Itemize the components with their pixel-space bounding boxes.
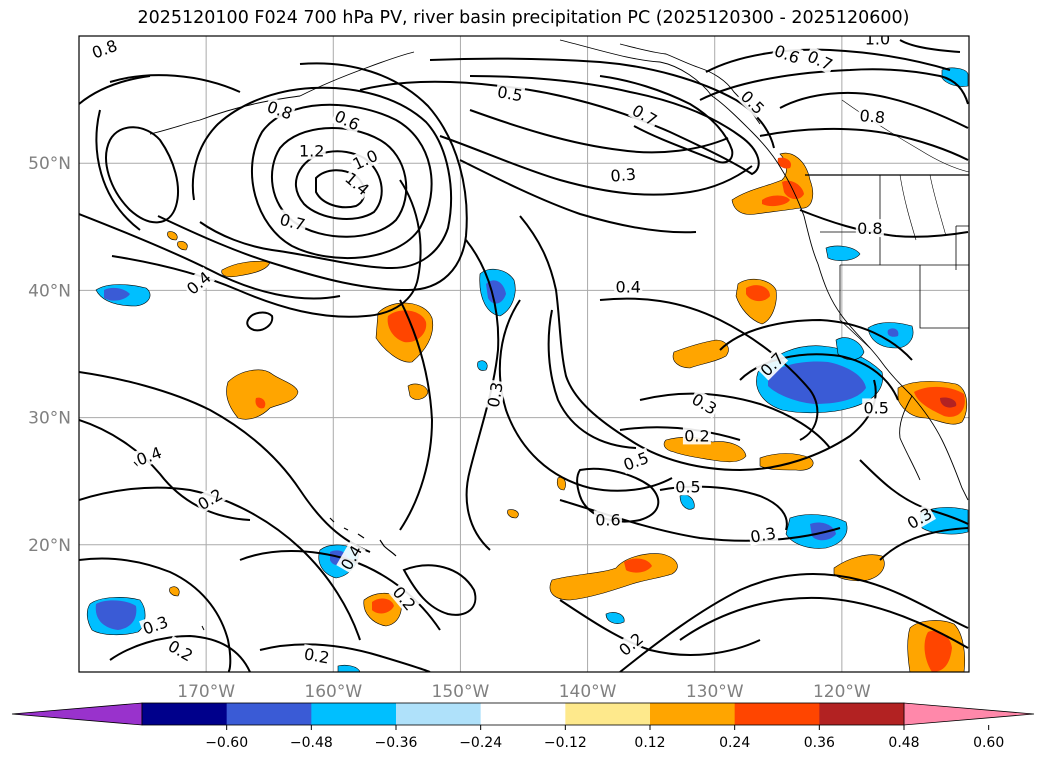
precip-area <box>825 245 861 261</box>
precip-area <box>387 310 427 343</box>
contour-label: 0.2 <box>301 644 333 668</box>
colorbar-tick-label: 0.60 <box>973 735 1004 751</box>
lon-tick-label: 130°W <box>686 682 744 702</box>
precip-shading <box>86 67 969 672</box>
contour-label: 0.5 <box>494 81 526 105</box>
precip-area <box>940 397 957 408</box>
colorbar-tick-label: −0.48 <box>290 735 333 751</box>
contour-label: 0.3 <box>608 164 638 186</box>
precip-area <box>167 231 178 241</box>
svg-text:1.0: 1.0 <box>865 30 890 49</box>
precip-area <box>104 287 130 301</box>
precip-area <box>169 586 180 597</box>
precip-area <box>605 612 625 624</box>
precip-area <box>887 328 899 337</box>
precip-area <box>624 558 652 573</box>
colorbar-swatch <box>311 703 397 725</box>
precip-area <box>833 554 885 582</box>
colorbar-swatch <box>142 703 228 725</box>
lon-tick-label: 120°W <box>813 682 871 702</box>
colorbar-tick-label: 0.48 <box>888 735 919 751</box>
colorbar-tick-label: −0.36 <box>375 735 418 751</box>
contour-label: 0.8 <box>857 105 888 127</box>
colorbar-tick-label: 0.24 <box>719 735 750 751</box>
colorbar-tick-label: −0.24 <box>459 735 502 751</box>
colorbar-tick-label: −0.12 <box>544 735 587 751</box>
contour-label: 0.5 <box>862 398 891 417</box>
lon-tick-label: 150°W <box>432 682 490 702</box>
svg-text:0.8: 0.8 <box>857 219 882 238</box>
contour-label: 0.5 <box>674 477 703 496</box>
colorbar-tick-label: −0.60 <box>205 735 248 751</box>
svg-text:0.3: 0.3 <box>610 165 637 186</box>
svg-text:0.8: 0.8 <box>859 106 886 127</box>
precip-area <box>746 285 770 302</box>
svg-text:1.2: 1.2 <box>299 141 324 160</box>
lat-tick-label: 20°N <box>28 536 71 556</box>
precip-area <box>924 630 952 672</box>
colorbar-swatch <box>819 703 905 725</box>
lat-tick-label: 50°N <box>28 154 71 174</box>
precip-area <box>914 386 965 417</box>
colorbar-swatch <box>650 703 736 725</box>
contour-label: 1.2 <box>297 141 326 160</box>
contour-label: 0.8 <box>855 219 884 238</box>
precip-area <box>337 664 361 672</box>
precip-area <box>221 260 271 278</box>
lon-tick-label: 160°W <box>304 682 362 702</box>
svg-text:0.4: 0.4 <box>616 278 641 297</box>
precip-area <box>777 157 792 169</box>
colorbar-swatch <box>734 703 820 725</box>
svg-text:0.2: 0.2 <box>302 644 330 667</box>
precip-area <box>762 195 790 207</box>
svg-text:0.5: 0.5 <box>496 82 524 105</box>
colorbar-extend-high <box>903 702 1035 726</box>
precip-area <box>731 152 813 215</box>
precip-area <box>372 598 394 614</box>
colorbar-extend-low <box>11 702 143 726</box>
precip-area <box>941 67 969 87</box>
precip-area <box>226 369 299 420</box>
contour-label: 0.2 <box>682 426 711 445</box>
precip-area <box>177 241 188 251</box>
svg-text:0.6: 0.6 <box>595 510 620 529</box>
contour-label: 0.3 <box>747 523 779 547</box>
map-frame <box>78 35 970 673</box>
precip-area <box>679 494 695 510</box>
precip-area <box>672 339 729 369</box>
svg-text:0.2: 0.2 <box>684 426 709 445</box>
colorbar: −0.60 −0.48 −0.36 −0.24 −0.12 0.12 0.24 0.36 0.4… <box>11 702 1035 751</box>
precip-area <box>95 600 137 630</box>
colorbar-tick-label: 0.12 <box>634 735 665 751</box>
contour-label: 0.3 <box>483 379 507 411</box>
precip-area <box>810 522 836 541</box>
precip-area <box>477 360 488 371</box>
colorbar-swatch <box>480 703 566 725</box>
latitude-labels: 50°N 40°N 30°N 20°N <box>28 154 71 556</box>
lat-tick-label: 40°N <box>28 281 71 301</box>
lon-tick-label: 140°W <box>559 682 617 702</box>
colorbar-swatch <box>565 703 651 725</box>
lat-tick-label: 30°N <box>28 409 71 429</box>
svg-text:0.3: 0.3 <box>484 381 507 409</box>
precip-area <box>407 383 429 400</box>
svg-text:0.3: 0.3 <box>749 524 777 547</box>
colorbar-swatch <box>396 703 482 725</box>
colorbar-swatch <box>226 703 312 725</box>
precip-area <box>507 509 519 519</box>
longitude-labels: 170°W 160°W 150°W 140°W 130°W 120°W <box>177 682 871 702</box>
precip-area <box>255 397 266 409</box>
contour-label: 0.4 <box>614 277 643 297</box>
lon-tick-label: 170°W <box>177 682 235 702</box>
svg-text:0.5: 0.5 <box>863 398 888 417</box>
colorbar-tick-label: 0.36 <box>804 735 835 751</box>
svg-text:0.5: 0.5 <box>675 477 700 496</box>
contour-label: 0.6 <box>593 510 622 529</box>
contour-label: 1.0 <box>863 30 892 49</box>
map-title: 2025120100 F024 700 hPa PV, river basin … <box>137 8 910 28</box>
